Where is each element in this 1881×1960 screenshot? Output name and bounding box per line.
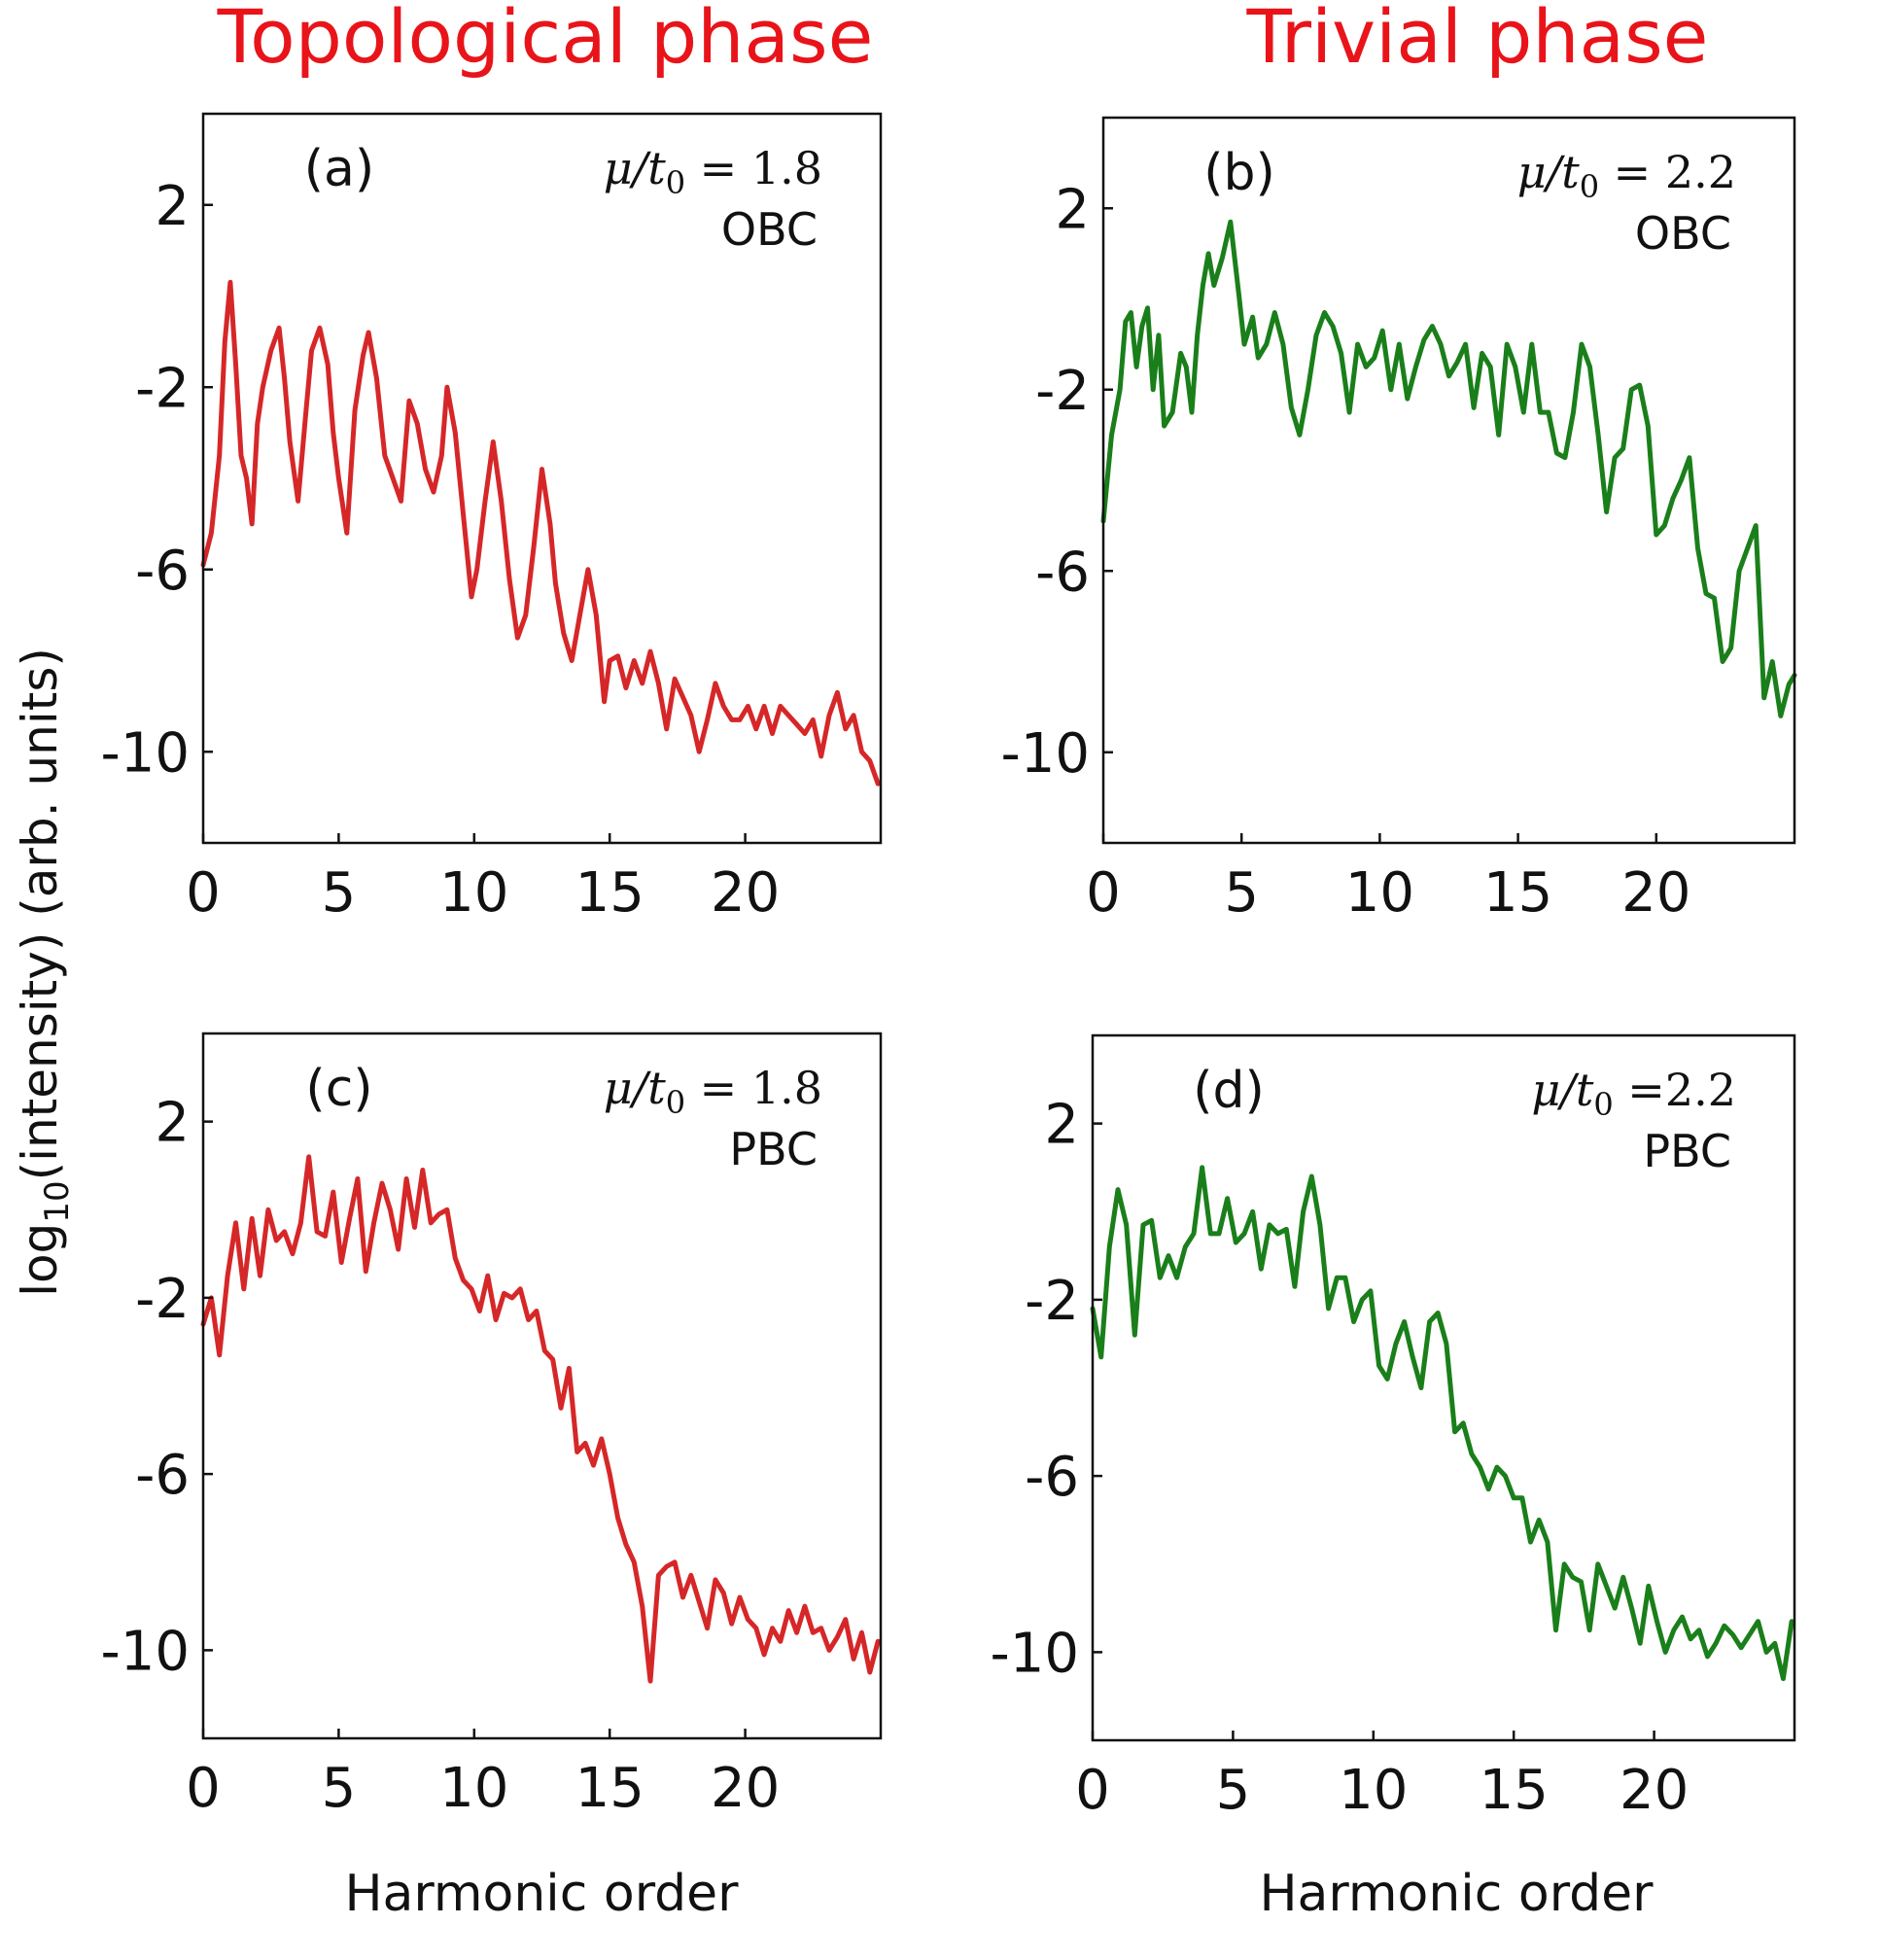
series-line-a xyxy=(200,279,881,787)
panel-label-c: (c) xyxy=(305,1060,372,1118)
x-tick-label-c: 5 xyxy=(322,1757,357,1820)
series-line-d xyxy=(1090,1165,1794,1682)
y-tick-label-a: -10 xyxy=(101,721,190,785)
parameter-subscript-a: 0 xyxy=(666,164,685,201)
parameter-subscript-c: 0 xyxy=(666,1084,685,1121)
parameter-rhs-d: =2.2 xyxy=(1614,1064,1736,1116)
x-tick-label-b: 10 xyxy=(1345,861,1414,925)
y-tick-label-b: -10 xyxy=(1001,722,1090,786)
parameter-lhs-b: μ/t xyxy=(1517,146,1580,198)
column-title-trivial: Trivial phase xyxy=(1246,0,1709,80)
column-title-topological: Topological phase xyxy=(217,0,874,80)
panel-label-a: (a) xyxy=(304,140,374,198)
y-axis-label-rest: (intensity) (arb. units) xyxy=(12,648,68,1180)
x-tick-label-c: 10 xyxy=(439,1757,508,1820)
x-tick-label-c: 15 xyxy=(575,1757,644,1820)
boundary-label-a: OBC xyxy=(721,203,818,256)
x-tick-label-a: 10 xyxy=(439,861,508,925)
y-tick-label-d: -2 xyxy=(1025,1270,1079,1333)
y-tick-label-a: -2 xyxy=(135,357,190,420)
parameter-subscript-b: 0 xyxy=(1580,168,1599,205)
panel-label-d: (d) xyxy=(1193,1062,1265,1120)
parameter-label-c: μ/t0 = 1.8 xyxy=(604,1062,822,1121)
parameter-rhs-b: = 2.2 xyxy=(1599,146,1736,198)
plot-frame-d xyxy=(1091,1033,1796,1742)
parameter-subscript-d: 0 xyxy=(1593,1086,1613,1123)
x-tick-label-a: 15 xyxy=(575,861,644,925)
series-line-b xyxy=(1100,219,1797,718)
x-tick-label-d: 15 xyxy=(1480,1759,1549,1822)
y-tick-label-b: -6 xyxy=(1035,541,1090,604)
x-tick-label-b: 0 xyxy=(1086,861,1121,925)
panel-label-b: (b) xyxy=(1203,144,1275,202)
y-tick-label-c: 2 xyxy=(155,1092,190,1155)
x-tick-label-b: 15 xyxy=(1483,861,1552,925)
x-tick-label-c: 20 xyxy=(711,1757,780,1820)
y-axis-label: log10(intensity) (arb. units) xyxy=(12,648,77,1297)
y-tick-label-b: -2 xyxy=(1035,360,1090,423)
x-tick-label-a: 0 xyxy=(186,861,221,925)
parameter-lhs-c: μ/t xyxy=(604,1062,666,1114)
x-tick-label-c: 0 xyxy=(186,1757,221,1820)
x-tick-label-a: 20 xyxy=(711,861,780,925)
y-tick-label-c: -10 xyxy=(101,1620,190,1683)
y-axis-label-log: log xyxy=(12,1223,68,1297)
y-tick-label-d: -6 xyxy=(1025,1446,1079,1509)
x-tick-label-b: 5 xyxy=(1224,861,1259,925)
x-tick-label-d: 0 xyxy=(1075,1759,1110,1822)
parameter-rhs-c: = 1.8 xyxy=(685,1062,822,1114)
boundary-label-c: PBC xyxy=(729,1123,818,1175)
parameter-label-b: μ/t0 = 2.2 xyxy=(1517,146,1736,205)
parameter-label-a: μ/t0 = 1.8 xyxy=(604,142,822,201)
y-axis-label-subscript: 10 xyxy=(38,1180,77,1222)
boundary-label-b: OBC xyxy=(1635,207,1731,260)
x-tick-label-b: 20 xyxy=(1621,861,1690,925)
x-axis-label-left: Harmonic order xyxy=(344,1865,739,1923)
parameter-lhs-d: μ/t xyxy=(1531,1064,1593,1116)
plot-frame-c xyxy=(201,1032,883,1740)
boundary-label-d: PBC xyxy=(1643,1125,1731,1177)
x-tick-label-d: 10 xyxy=(1339,1759,1408,1822)
x-tick-label-d: 20 xyxy=(1620,1759,1689,1822)
x-tick-label-a: 5 xyxy=(322,861,357,925)
parameter-rhs-a: = 1.8 xyxy=(685,142,822,194)
y-tick-label-c: -6 xyxy=(135,1444,190,1507)
parameter-label-d: μ/t0 =2.2 xyxy=(1531,1064,1736,1123)
plot-frame-b xyxy=(1101,116,1796,845)
parameter-lhs-a: μ/t xyxy=(604,142,666,194)
plot-frame-a xyxy=(201,112,883,845)
x-axis-label-right: Harmonic order xyxy=(1259,1865,1654,1923)
y-tick-label-a: 2 xyxy=(155,175,190,238)
x-tick-label-d: 5 xyxy=(1216,1759,1251,1822)
y-tick-label-d: 2 xyxy=(1044,1094,1079,1157)
series-line-c xyxy=(200,1154,881,1684)
y-tick-label-d: -10 xyxy=(991,1622,1079,1685)
y-tick-label-b: 2 xyxy=(1055,178,1090,241)
y-tick-label-a: -6 xyxy=(135,540,190,603)
y-tick-label-c: -2 xyxy=(135,1268,190,1331)
